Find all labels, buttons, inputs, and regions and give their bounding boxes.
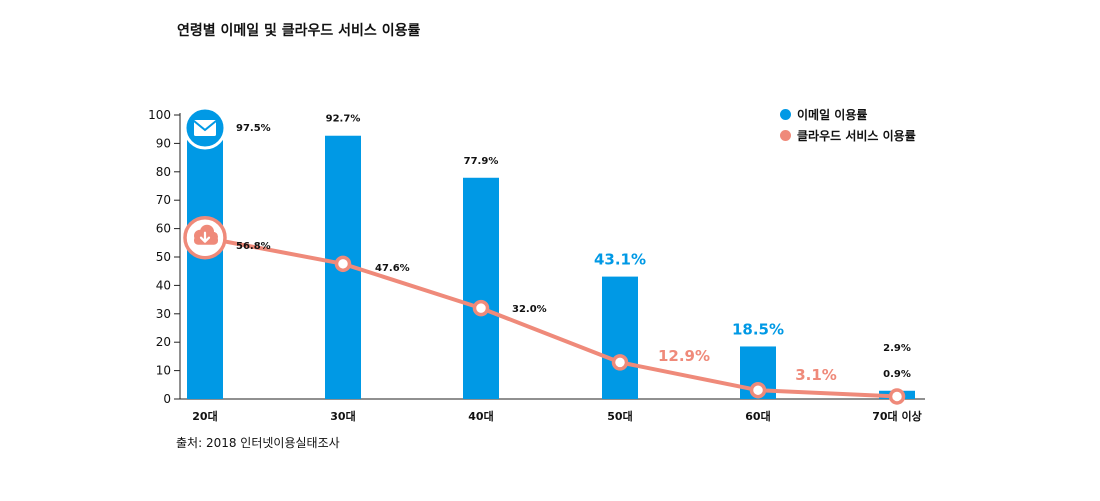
bar-value-label: 18.5%	[732, 320, 784, 338]
x-tick-label: 20대	[192, 409, 217, 423]
point-cloud	[749, 381, 767, 399]
x-tick-label: 40대	[468, 409, 493, 423]
line-value-label: 12.9%	[658, 347, 710, 365]
x-tick-label: 70대 이상	[872, 409, 922, 423]
legend: 이메일 이용률 클라우드 서비스 이용률	[780, 104, 916, 146]
x-tick-label: 30대	[330, 409, 355, 423]
point-cloud	[334, 255, 352, 273]
y-tick-label: 60	[156, 222, 171, 236]
y-tick-label: 70	[156, 193, 171, 207]
y-tick-label: 30	[156, 307, 171, 321]
line-value-label: 56.8%	[236, 241, 271, 252]
x-tick-label: 50대	[607, 409, 632, 423]
chart-title: 연령별 이메일 및 클라우드 서비스 이용률	[177, 23, 421, 39]
point-cloud	[472, 299, 490, 317]
y-tick-label: 90	[156, 136, 171, 150]
line-value-label: 3.1%	[795, 366, 837, 384]
line-cloud	[203, 235, 899, 399]
bar-value-label: 43.1%	[594, 251, 646, 269]
envelope-icon-body	[194, 120, 216, 136]
legend-label-cloud: 클라우드 서비스 이용률	[797, 129, 916, 143]
point-cloud	[888, 388, 906, 405]
source-note: 출처: 2018 인터넷이용실태조사	[176, 436, 340, 450]
legend-item-email: 이메일 이용률	[780, 104, 916, 125]
bar-email	[463, 177, 499, 399]
legend-item-cloud: 클라우드 서비스 이용률	[780, 125, 916, 146]
y-tick-label: 100	[148, 108, 171, 122]
bar-value-label: 2.9%	[883, 343, 911, 354]
download-arrow-icon	[199, 231, 211, 243]
bar-email	[187, 122, 223, 399]
y-tick-label: 50	[156, 250, 171, 264]
line-value-label: 0.9%	[883, 369, 911, 380]
bar-value-label: 97.5%	[236, 123, 271, 134]
y-tick-label: 80	[156, 165, 171, 179]
bar-value-label: 92.7%	[326, 114, 361, 125]
line-value-label: 32.0%	[512, 304, 547, 315]
legend-swatch-cloud	[780, 130, 791, 141]
line-value-label: 47.6%	[375, 263, 410, 274]
y-tick-label: 40	[156, 278, 171, 292]
legend-label-email: 이메일 이용률	[797, 108, 868, 122]
x-tick-label: 60대	[745, 409, 770, 423]
legend-swatch-email	[780, 109, 791, 120]
bar-email	[602, 276, 638, 399]
y-tick-label: 10	[156, 364, 171, 378]
bar-value-label: 77.9%	[464, 156, 499, 167]
point-cloud	[611, 354, 629, 371]
envelope-icon-flap	[193, 120, 217, 132]
y-tick-label: 20	[156, 335, 171, 349]
y-tick-label: 0	[163, 392, 171, 406]
